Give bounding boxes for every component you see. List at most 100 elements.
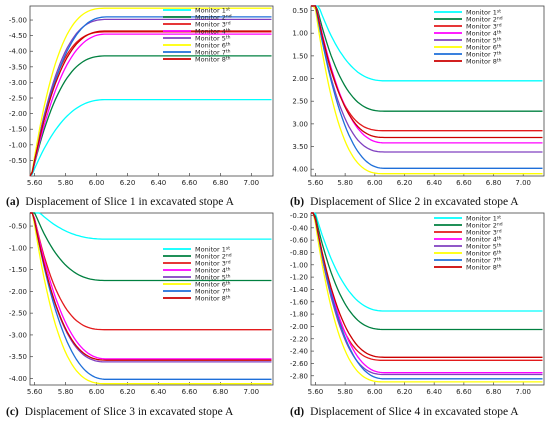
series-line-7	[29, 16, 272, 177]
y-tick-label: -2.80	[290, 372, 308, 380]
series-line-4	[311, 212, 543, 374]
legend-entry-4: Monitor 4th	[195, 28, 231, 36]
y-tick-label: -2.40	[290, 348, 308, 356]
y-tick-label: -1.00	[290, 261, 308, 269]
legend-entry-3: Monitor 3rd	[195, 21, 231, 29]
series-line-8	[30, 212, 272, 361]
legend-entry-7: Monitor 7th	[466, 51, 502, 59]
y-tick-label: -1.50	[9, 266, 27, 274]
y-tick-label: -1.00	[9, 244, 27, 252]
legend-entry-6: Monitor 6th	[466, 250, 502, 258]
legend-entry-2: Monitor 2nd	[466, 16, 503, 24]
caption-b: (b) Displacement of Slice 2 in excavated …	[290, 196, 519, 208]
legend-entry-6: Monitor 6th	[195, 281, 231, 289]
x-tick-label: 5.60	[27, 179, 43, 187]
legend-entry-5: Monitor 5th	[466, 243, 502, 251]
y-tick-label: -1.60	[290, 298, 308, 306]
legend-entry-4: Monitor 4th	[195, 267, 231, 275]
y-tick-label: -1.80	[290, 311, 308, 319]
y-tick-label: -2.50	[9, 310, 27, 318]
y-tick-label: -1.50	[9, 126, 27, 134]
y-tick-label: -3.00	[9, 331, 27, 339]
legend-entry-7: Monitor 7th	[195, 49, 231, 57]
x-tick-label: 7.00	[244, 179, 260, 187]
caption-c: (c) Displacement of Slice 3 in excavated …	[6, 406, 234, 418]
series-line-2	[30, 212, 272, 282]
x-tick-label: 6.20	[120, 388, 136, 396]
y-tick-label: -0.50	[9, 223, 27, 231]
y-tick-label: -2.50	[9, 95, 27, 103]
y-tick-label: -0.20	[290, 212, 308, 220]
x-tick-label: 6.00	[367, 388, 383, 396]
series-line-1	[30, 212, 272, 240]
series-line-8	[311, 5, 543, 139]
chart-panel-1: -0.50 -1.00 -1.50 -2.00 -2.50 -3.00 -3.50 -4.00…	[9, 5, 274, 187]
x-tick-label: 6.40	[426, 388, 442, 396]
legend-entry-5: Monitor 5th	[195, 274, 231, 282]
series-line-4	[30, 212, 272, 360]
x-tick-label: 7.00	[244, 388, 260, 396]
y-tick-label: -0.80	[290, 249, 308, 257]
y-tick-label: -5.00	[9, 17, 27, 25]
x-tick-label: 6.00	[89, 388, 105, 396]
series-line-7	[311, 5, 543, 169]
plot-area	[310, 212, 545, 386]
y-tick-label: -3.00	[9, 79, 27, 87]
series-line-2	[311, 5, 543, 112]
series-line-3	[30, 212, 272, 331]
y-tick-label: -1.20	[290, 274, 308, 282]
x-tick-label: 6.40	[426, 179, 442, 187]
series-line-8	[311, 212, 543, 358]
x-tick-label: 5.80	[337, 388, 353, 396]
series-line-7	[30, 212, 272, 380]
caption-d: (d) Displacement of Slice 4 in excavated …	[290, 406, 519, 418]
x-tick-label: 5.80	[58, 388, 74, 396]
series-line-1	[311, 212, 543, 312]
chart-panel-2: 0.50 1.00 1.50 2.00 2.50 3.00 3.50 4.005.60 5.80…	[292, 5, 545, 187]
y-tick-label: 4.00	[292, 166, 308, 174]
legend-entry-2: Monitor 2nd	[195, 253, 232, 261]
legend-entry-1: Monitor 1st	[195, 246, 230, 254]
series-line-7	[311, 212, 543, 380]
y-tick-label: -2.00	[9, 288, 27, 296]
legend-entry-4: Monitor 4th	[466, 236, 502, 244]
x-tick-label: 6.00	[89, 179, 105, 187]
y-tick-label: -3.50	[9, 353, 27, 361]
series-line-2	[29, 55, 272, 177]
legend-entry-1: Monitor 1st	[195, 7, 230, 15]
legend-entry-1: Monitor 1st	[466, 9, 501, 17]
legend-entry-5: Monitor 5th	[466, 37, 502, 45]
series-line-5	[311, 5, 543, 153]
y-tick-label: 3.00	[292, 120, 308, 128]
series-line-3	[311, 5, 543, 132]
series-line-3	[29, 31, 272, 177]
y-tick-label: -2.20	[290, 335, 308, 343]
x-tick-label: 5.80	[337, 179, 353, 187]
y-tick-label: 2.00	[292, 75, 308, 83]
y-tick-label: -3.50	[9, 63, 27, 71]
series-line-6	[311, 212, 543, 383]
y-tick-label: -4.00	[9, 48, 27, 56]
x-tick-label: 6.60	[456, 179, 472, 187]
legend-entry-8: Monitor 8th	[195, 56, 231, 64]
y-tick-label: -0.40	[290, 224, 308, 232]
series-line-8	[29, 30, 272, 177]
x-tick-label: 5.80	[58, 179, 74, 187]
series-line-2	[311, 212, 543, 331]
y-tick-label: -2.60	[290, 360, 308, 368]
y-tick-label: -0.50	[9, 157, 27, 165]
x-tick-label: 6.20	[120, 179, 136, 187]
x-tick-label: 6.60	[182, 179, 198, 187]
x-tick-label: 6.80	[486, 388, 502, 396]
series-line-1	[29, 98, 272, 177]
y-tick-label: 2.50	[292, 98, 308, 106]
x-tick-label: 6.40	[151, 388, 167, 396]
legend-entry-8: Monitor 8th	[466, 58, 502, 66]
y-tick-label: -1.00	[9, 141, 27, 149]
legend-entry-6: Monitor 6th	[195, 42, 231, 50]
legend-entry-5: Monitor 5th	[195, 35, 231, 43]
series-line-1	[311, 5, 543, 82]
series-line-4	[29, 33, 272, 177]
caption-a: (a) Displacement of Slice 1 in excavated …	[6, 196, 234, 208]
x-tick-label: 7.00	[515, 179, 531, 187]
